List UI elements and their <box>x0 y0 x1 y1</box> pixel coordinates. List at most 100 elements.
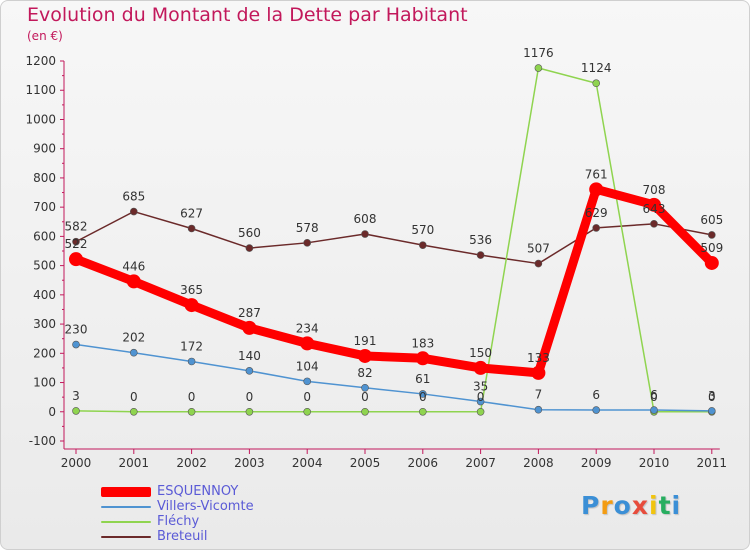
data-point-villers-vicomte <box>187 357 196 366</box>
data-point-breteuil <box>72 237 80 246</box>
data-point-breteuil <box>130 207 138 216</box>
data-point-esquennoy <box>589 182 604 197</box>
legend-label: Fléchy <box>157 514 200 529</box>
y-tick-label: -100 <box>29 434 56 448</box>
data-label-flechy: 0 <box>130 390 138 404</box>
data-point-villers-vicomte <box>476 397 485 406</box>
y-tick-label: 1100 <box>25 83 56 97</box>
data-point-flechy <box>187 407 196 416</box>
data-label-flechy: 1124 <box>581 61 612 75</box>
data-label-flechy: 0 <box>188 390 196 404</box>
data-point-villers-vicomte <box>130 348 138 357</box>
y-tick-label: 100 <box>33 376 56 390</box>
data-label-breteuil: 643 <box>643 202 666 216</box>
x-tick-label: 2007 <box>465 456 496 470</box>
data-point-flechy <box>303 407 312 416</box>
series-line-villers-vicomte <box>75 343 713 412</box>
data-point-flechy <box>476 407 485 416</box>
data-point-villers-vicomte <box>361 383 369 392</box>
x-tick-label: 2000 <box>61 456 92 470</box>
data-point-esquennoy <box>415 351 430 366</box>
legend-swatch <box>101 505 151 508</box>
legend-swatch <box>101 535 151 538</box>
data-label-villers-vicomte: 61 <box>415 372 430 386</box>
data-point-flechy <box>245 407 254 416</box>
legend-item-breteuil: Breteuil <box>101 529 254 544</box>
legend-item-esquennoy: ESQUENNOY <box>101 484 254 499</box>
data-point-esquennoy <box>126 274 141 289</box>
x-tick-label: 2006 <box>408 456 439 470</box>
data-point-breteuil <box>592 224 601 232</box>
data-label-flechy: 0 <box>246 390 254 404</box>
data-label-esquennoy: 234 <box>296 321 319 335</box>
data-label-breteuil: 605 <box>700 213 723 227</box>
y-tick-label: 1200 <box>25 54 56 68</box>
data-label-esquennoy: 708 <box>643 183 666 197</box>
y-tick-label: 200 <box>33 346 56 360</box>
logo-letter: r <box>600 491 614 520</box>
x-tick-label: 2005 <box>350 456 381 470</box>
data-point-villers-vicomte <box>707 407 716 415</box>
chart-unit-label: (en €) <box>27 29 63 43</box>
data-point-villers-vicomte <box>72 340 80 349</box>
data-point-flechy <box>72 407 80 415</box>
data-point-flechy <box>418 407 427 416</box>
data-point-breteuil <box>418 241 427 249</box>
data-label-esquennoy: 509 <box>700 241 723 255</box>
y-tick-label: 800 <box>33 171 56 185</box>
y-tick-label: 0 <box>48 405 56 419</box>
data-point-villers-vicomte <box>418 390 427 398</box>
data-point-villers-vicomte <box>650 406 658 414</box>
data-point-esquennoy <box>473 360 488 375</box>
data-label-breteuil: 608 <box>354 212 377 226</box>
data-label-breteuil: 582 <box>65 220 88 234</box>
data-point-esquennoy <box>242 320 257 335</box>
data-label-flechy: 0 <box>650 390 658 404</box>
x-tick-label: 2003 <box>234 456 265 470</box>
legend-swatch <box>101 486 151 497</box>
legend-item-flechy: Fléchy <box>101 514 254 529</box>
x-tick-label: 2001 <box>119 456 150 470</box>
data-label-flechy: 0 <box>361 390 369 404</box>
data-label-esquennoy: 365 <box>180 283 203 297</box>
series-line-breteuil <box>75 210 713 265</box>
data-point-villers-vicomte <box>592 406 601 414</box>
data-point-breteuil <box>245 244 254 252</box>
data-label-esquennoy: 133 <box>527 351 550 365</box>
data-point-flechy <box>361 407 369 416</box>
data-label-breteuil: 685 <box>122 190 145 204</box>
data-label-villers-vicomte: 35 <box>473 380 488 394</box>
data-point-villers-vicomte <box>303 377 312 386</box>
legend-label: Villers-Vicomte <box>157 499 254 514</box>
data-label-esquennoy: 287 <box>238 306 261 320</box>
data-label-esquennoy: 183 <box>411 336 434 350</box>
data-point-flechy <box>534 64 543 72</box>
data-label-flechy: 0 <box>477 390 485 404</box>
data-label-breteuil: 578 <box>296 221 319 235</box>
data-point-breteuil <box>707 231 716 239</box>
data-label-villers-vicomte: 3 <box>708 389 716 403</box>
legend: ESQUENNOY Villers-Vicomte Fléchy Breteuil <box>101 484 254 544</box>
data-point-esquennoy <box>69 252 83 267</box>
data-label-villers-vicomte: 202 <box>122 331 145 345</box>
data-label-flechy: 1176 <box>523 46 554 60</box>
data-label-villers-vicomte: 104 <box>296 359 319 373</box>
logo-letter: i <box>649 491 659 520</box>
data-point-esquennoy <box>531 365 546 380</box>
data-label-esquennoy: 761 <box>585 167 608 181</box>
data-label-breteuil: 627 <box>180 206 203 220</box>
logo-letter: o <box>613 491 632 520</box>
data-point-esquennoy <box>647 197 661 212</box>
x-tick-label: 2004 <box>292 456 323 470</box>
x-tick-label: 2011 <box>697 456 728 470</box>
legend-label: Breteuil <box>157 529 208 544</box>
data-label-esquennoy: 191 <box>354 334 377 348</box>
data-point-flechy <box>130 407 138 416</box>
data-label-villers-vicomte: 6 <box>592 388 600 402</box>
legend-swatch <box>101 520 151 523</box>
data-label-villers-vicomte: 6 <box>650 388 658 402</box>
logo-letter: P <box>581 491 601 520</box>
logo-letter: t <box>658 491 672 520</box>
